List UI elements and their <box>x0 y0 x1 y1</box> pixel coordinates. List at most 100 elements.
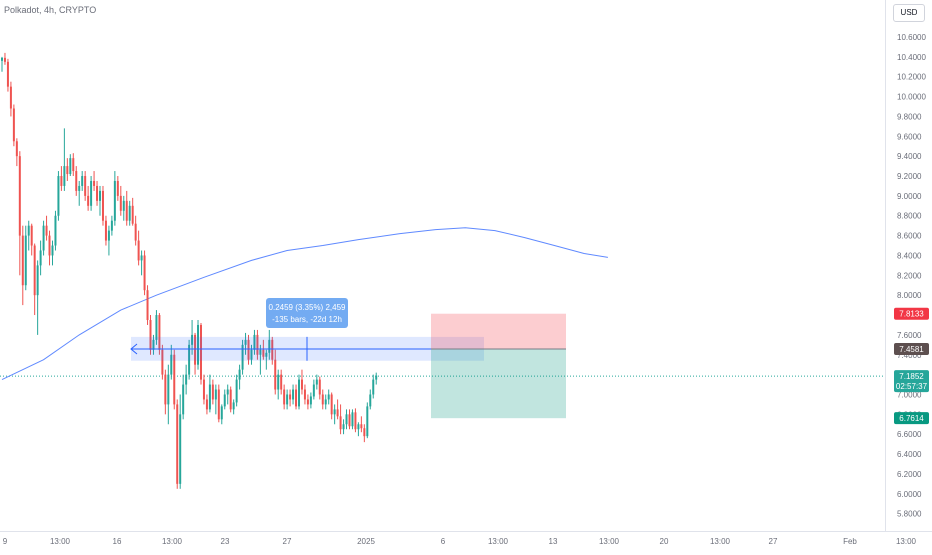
candle-body <box>301 380 303 390</box>
candle <box>99 186 101 216</box>
candle-body <box>69 158 71 174</box>
candle-body <box>283 390 285 405</box>
candle-body <box>310 396 312 404</box>
y-tick-label: 6.0000 <box>897 490 922 499</box>
candle <box>292 385 294 405</box>
candle <box>334 404 336 424</box>
candle-body <box>105 221 107 241</box>
candle-body <box>304 390 306 400</box>
candle-body <box>138 241 140 261</box>
candle <box>16 138 18 166</box>
symbol-title: Polkadot, 4h, CRYPTO <box>4 5 96 15</box>
candle <box>66 158 68 181</box>
candle <box>129 201 131 226</box>
candle <box>340 404 342 434</box>
currency-button[interactable]: USD <box>893 4 925 22</box>
candle-body <box>93 181 95 186</box>
candle-body <box>182 385 184 415</box>
candle <box>236 375 238 407</box>
candle-body <box>31 226 33 246</box>
candle <box>138 231 140 266</box>
candle-body <box>298 380 300 407</box>
candle <box>203 375 205 405</box>
candle <box>114 171 116 226</box>
candle <box>117 176 119 201</box>
y-tick-label: 6.4000 <box>897 450 922 459</box>
x-tick-label: 13 <box>549 537 558 546</box>
candle <box>354 408 356 432</box>
entry-price-tag: 7.4581 <box>894 343 929 355</box>
candle-body <box>346 414 348 424</box>
candle <box>325 394 327 409</box>
candle-body <box>348 414 350 426</box>
y-tick-label: 6.2000 <box>897 470 922 479</box>
candle <box>280 370 282 395</box>
candle <box>328 390 330 405</box>
candle-body <box>369 394 371 406</box>
last-price-tag-countdown: 02:57:37 <box>896 382 928 391</box>
candle <box>369 390 371 410</box>
y-tick-label: 5.8000 <box>897 510 922 519</box>
candle-body <box>66 166 68 174</box>
candle <box>93 171 95 191</box>
x-tick-label: 13:00 <box>50 537 71 546</box>
target-price-tag: 6.7614 <box>894 412 929 424</box>
candle <box>40 241 42 276</box>
candle <box>147 285 149 325</box>
candle <box>206 394 208 414</box>
candle <box>96 181 98 206</box>
candle-body <box>144 255 146 290</box>
candle <box>227 385 229 405</box>
candle-body <box>84 176 86 196</box>
candle-body <box>375 376 377 380</box>
candle-body <box>224 394 226 406</box>
candle <box>78 181 80 206</box>
candle-body <box>366 406 368 436</box>
candle <box>304 385 306 405</box>
candle <box>346 409 348 429</box>
candle-body <box>331 394 333 414</box>
candle <box>221 404 223 424</box>
candlesticks <box>1 53 377 489</box>
candle-body <box>307 399 309 404</box>
candle-body <box>340 416 342 429</box>
x-tick-label: 6 <box>441 537 446 546</box>
candle-body <box>147 290 149 320</box>
candle-body <box>227 390 229 395</box>
candle <box>310 392 312 408</box>
candle-body <box>212 385 214 400</box>
candle <box>84 171 86 201</box>
y-tick-label: 9.2000 <box>897 172 922 181</box>
candle <box>357 422 359 436</box>
candle <box>212 380 214 405</box>
candle-body <box>102 191 104 221</box>
candle <box>60 166 62 191</box>
candle-body <box>363 428 365 436</box>
candle-body <box>43 226 45 251</box>
x-tick-label: 13:00 <box>599 537 620 546</box>
candle-body <box>114 181 116 221</box>
candle-body <box>372 380 374 395</box>
candle <box>1 57 3 72</box>
candle <box>81 171 83 191</box>
candle-body <box>16 141 18 156</box>
candle <box>218 385 220 423</box>
candle <box>51 241 53 266</box>
candle <box>4 53 6 65</box>
candle <box>283 385 285 410</box>
candle-body <box>72 158 74 171</box>
candle <box>54 211 56 251</box>
candle-body <box>319 380 321 395</box>
candle-body <box>75 171 77 191</box>
position-tool[interactable] <box>431 314 566 418</box>
candle <box>31 224 33 256</box>
y-tick-label: 9.8000 <box>897 112 922 121</box>
candle-body <box>337 409 339 416</box>
candle-body <box>19 156 21 235</box>
y-tick-label: 10.4000 <box>897 53 926 62</box>
candle <box>185 365 187 395</box>
candle-body <box>316 380 318 385</box>
drawing-tools[interactable]: 0.2459 (3.35%) 2,459 -135 bars, -22d 12h <box>131 298 566 418</box>
